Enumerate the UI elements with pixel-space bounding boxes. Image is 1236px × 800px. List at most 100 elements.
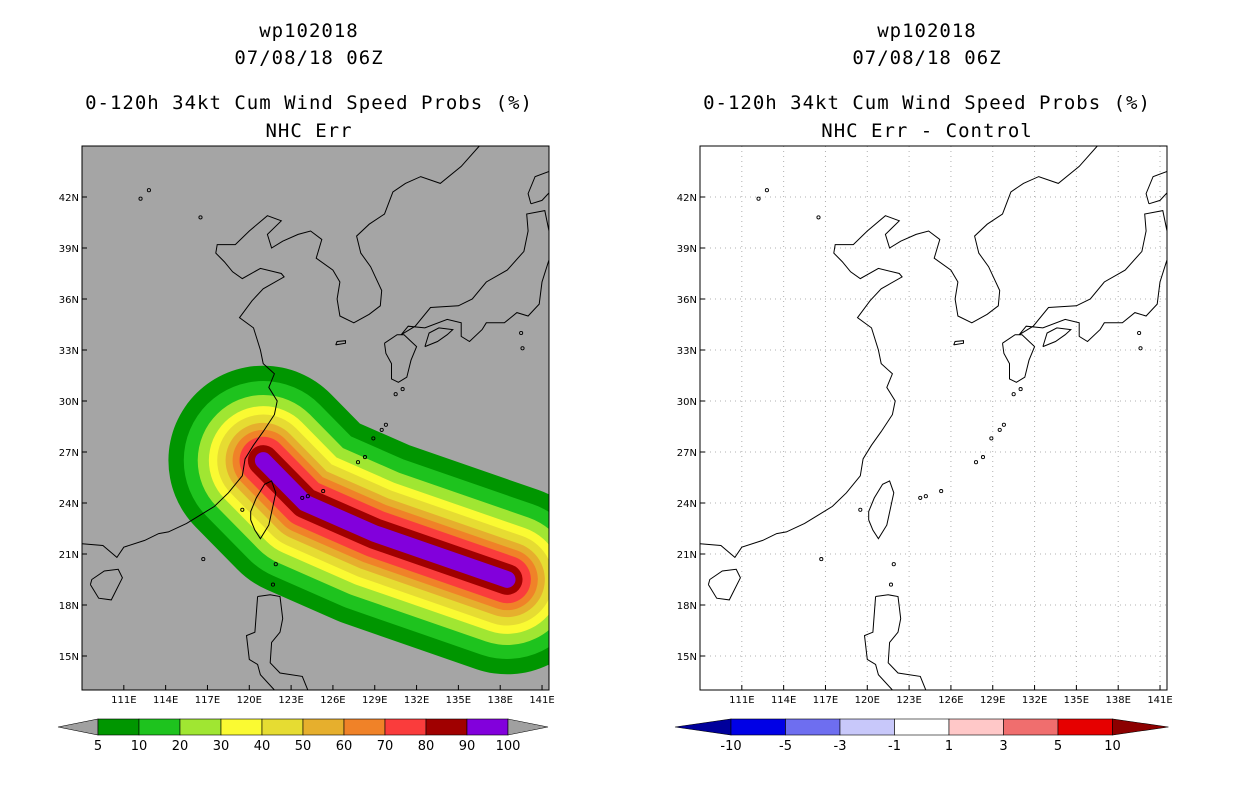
colorbar-label: 30 xyxy=(213,739,230,754)
colorbar-extend-low xyxy=(674,718,732,736)
island xyxy=(819,557,824,562)
coastline xyxy=(863,594,927,690)
map-plot: 111E 114E 117E 120E 123E 126E 129E 132E 135E 138E… xyxy=(674,145,1173,754)
colorbar-segment xyxy=(302,718,345,736)
colorbar-label: 20 xyxy=(172,739,189,754)
island xyxy=(138,196,143,201)
coastline xyxy=(953,340,964,346)
colorbar-label: 10 xyxy=(1104,739,1121,754)
colorbar-segment xyxy=(97,718,140,736)
island xyxy=(383,422,388,427)
colorbar-segment xyxy=(425,718,468,736)
coastline xyxy=(527,162,549,205)
colorbar-segment xyxy=(1057,718,1113,736)
colorbar-segment xyxy=(839,718,895,736)
lat-tick-label: 33N xyxy=(59,346,79,357)
map-background xyxy=(700,146,1167,690)
island xyxy=(270,582,276,587)
lon-tick-label: 126E xyxy=(938,695,963,706)
coastline xyxy=(1042,327,1072,348)
datetime: 07/08/18 06Z xyxy=(852,47,1002,69)
colorbar-segment xyxy=(138,718,181,736)
coastline xyxy=(400,210,549,343)
colorbar-segment xyxy=(179,718,222,736)
colorbar-segment xyxy=(343,718,386,736)
lat-tick-label: 36N xyxy=(59,295,79,306)
colorbar: -10 -5 -3 -1 1 3 5 10 xyxy=(674,718,1169,754)
colorbar-segment xyxy=(466,718,509,736)
coastline xyxy=(245,594,309,690)
lon-tick-label: 135E xyxy=(1064,695,1089,706)
island xyxy=(201,557,206,562)
lat-tick-label: 33N xyxy=(677,346,697,357)
map-frame xyxy=(81,145,550,691)
island xyxy=(1018,387,1023,392)
island xyxy=(371,436,376,441)
coastline xyxy=(700,146,1098,559)
colorbar-label: -1 xyxy=(888,739,901,754)
island xyxy=(858,507,863,512)
island xyxy=(400,387,405,392)
colorbar-label: 40 xyxy=(254,739,271,754)
chart-subtitle: NHC Err xyxy=(265,120,353,142)
colorbar-segment xyxy=(384,718,427,736)
chart-title: 0-120h 34kt Cum Wind Speed Probs (%) xyxy=(85,92,533,114)
lat-tick-label: 24N xyxy=(677,499,697,510)
island xyxy=(519,330,524,336)
lon-tick-label: 114E xyxy=(771,695,796,706)
island xyxy=(989,436,994,441)
lon-tick-label: 111E xyxy=(111,695,136,706)
lat-tick-label: 36N xyxy=(677,295,697,306)
lon-tick-label: 129E xyxy=(362,695,387,706)
lat-tick-label: 39N xyxy=(59,244,79,255)
island xyxy=(362,455,368,460)
island xyxy=(393,392,398,397)
lat-tick-label: 21N xyxy=(677,550,697,561)
island xyxy=(1011,392,1016,397)
colorbar-label: 100 xyxy=(496,739,521,754)
lat-tick-label: 30N xyxy=(59,397,79,408)
coastline xyxy=(89,568,123,601)
island xyxy=(997,427,1002,432)
lon-tick-label: 120E xyxy=(855,695,880,706)
colorbar-extend-high xyxy=(1112,718,1169,736)
lon-tick-label: 135E xyxy=(446,695,471,706)
left-panel: wp102018 07/08/18 06Z 0-120h 34kt Cum Wi… xyxy=(57,20,555,754)
colorbar-label: 80 xyxy=(418,739,435,754)
lon-tick-label: 132E xyxy=(1022,695,1047,706)
island xyxy=(305,494,310,499)
lon-tick-label: 120E xyxy=(237,695,262,706)
island xyxy=(756,196,761,201)
island xyxy=(240,507,245,512)
chart-title: 0-120h 34kt Cum Wind Speed Probs (%) xyxy=(703,92,1151,114)
island xyxy=(273,562,278,567)
map-area xyxy=(700,146,1167,690)
lon-tick-label: 117E xyxy=(813,695,838,706)
island xyxy=(918,495,923,500)
island xyxy=(980,455,986,460)
lat-tick-label: 15N xyxy=(677,652,697,663)
coastline xyxy=(335,340,346,346)
coastline xyxy=(1145,162,1167,205)
colorbar-segment xyxy=(220,718,263,736)
lat-tick-label: 18N xyxy=(677,601,697,612)
lat-tick-label: 21N xyxy=(59,550,79,561)
lat-tick-label: 15N xyxy=(59,652,79,663)
island xyxy=(520,346,525,351)
lon-tick-label: 123E xyxy=(278,695,303,706)
colorbar-label: 5 xyxy=(1054,739,1062,754)
swath-90-pct xyxy=(254,452,516,588)
storm-id: wp102018 xyxy=(259,20,359,42)
lon-tick-label: 141E xyxy=(1147,695,1172,706)
colorbar-label: 5 xyxy=(94,739,102,754)
island xyxy=(321,489,326,494)
colorbar-segment xyxy=(785,718,841,736)
island xyxy=(764,188,769,193)
island xyxy=(1137,330,1142,336)
island xyxy=(939,489,944,494)
colorbar-segment xyxy=(1003,718,1059,736)
lon-tick-label: 114E xyxy=(153,695,178,706)
colorbar-label: 10 xyxy=(131,739,148,754)
coastline xyxy=(1018,210,1167,343)
colorbar-label: -5 xyxy=(779,739,792,754)
